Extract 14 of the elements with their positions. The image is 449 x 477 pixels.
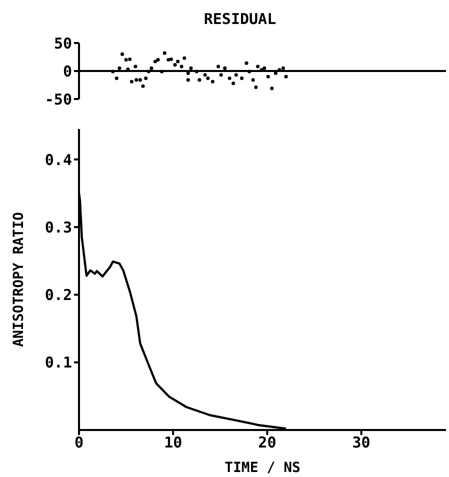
x-tick-label: 0	[74, 434, 84, 452]
x-tick-label: 30	[352, 434, 370, 452]
x-tick-label: 20	[258, 434, 276, 452]
y-tick-label: 0.3	[44, 218, 72, 236]
chart-title: RESIDUAL	[202, 10, 278, 28]
y-tick-label: -50	[44, 90, 72, 108]
x-tick-label: 10	[164, 434, 182, 452]
y-tick-label: 0	[62, 62, 72, 80]
y-tick-label: 0.2	[44, 286, 72, 304]
y-tick-label: 0.1	[44, 354, 72, 372]
y-tick-label: 50	[54, 34, 72, 52]
y-tick-label: 0.4	[44, 150, 72, 169]
y-axis-title: ANISOTROPY RATIO	[10, 212, 27, 347]
x-axis-title: TIME / NS	[224, 460, 300, 476]
